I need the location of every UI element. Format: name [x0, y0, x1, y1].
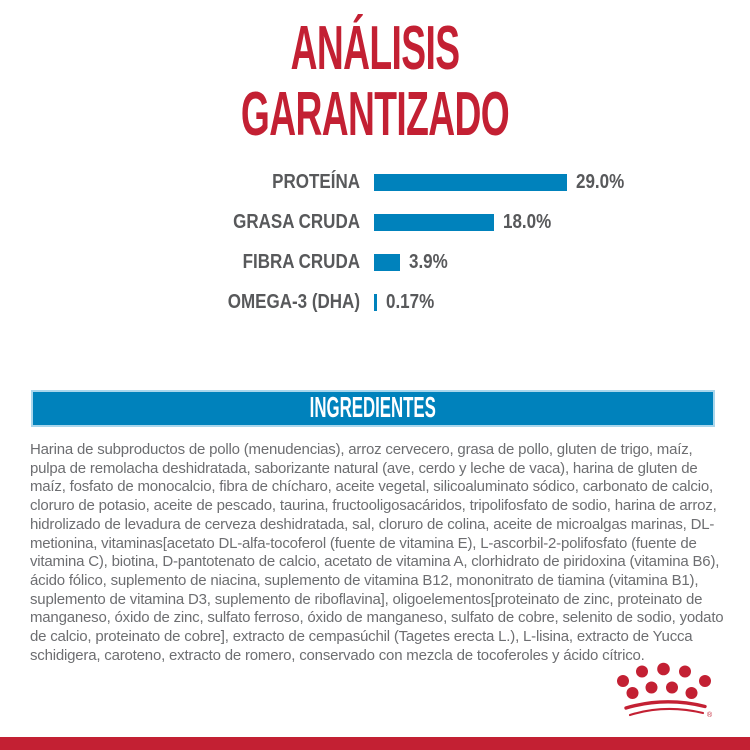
chart-label-protein: PROTEÍNA — [272, 170, 360, 193]
chart-row-protein: PROTEÍNA 29.0% — [0, 162, 750, 202]
registered-trademark-symbol: ® — [707, 711, 713, 719]
chart-bar-omega3 — [374, 293, 377, 311]
ingredients-banner: INGREDIENTES — [31, 390, 715, 427]
ingredients-text: Harina de subproductos de pollo (menuden… — [30, 441, 724, 664]
page-title-line-2: GARANTIZADO — [240, 80, 510, 149]
chart-row-fat: GRASA CRUDA 18.0% — [0, 202, 750, 242]
chart-bar-fat — [374, 213, 494, 231]
chart-value-protein: 29.0% — [576, 170, 625, 193]
chart-row-fiber: FIBRA CRUDA 3.9% — [0, 242, 750, 282]
chart-label-omega3: OMEGA-3 (DHA) — [227, 290, 360, 313]
guaranteed-analysis-bar-chart: PROTEÍNA 29.0% GRASA CRUDA 18.0% FIBRA C… — [0, 162, 750, 322]
page-title: ANÁLISIS GARANTIZADO — [0, 16, 750, 148]
ingredients-heading: INGREDIENTES — [309, 392, 437, 424]
chart-value-fat: 18.0% — [502, 210, 552, 233]
chart-label-fiber: FIBRA CRUDA — [242, 250, 360, 273]
chart-bar-protein — [374, 173, 568, 191]
page-title-line-1: ANÁLISIS — [290, 14, 460, 83]
chart-label-fat: GRASA CRUDA — [233, 210, 360, 233]
bottom-red-strip — [0, 737, 750, 750]
royal-canin-crown-icon: ® — [617, 662, 713, 719]
chart-bar-fiber — [374, 253, 400, 271]
chart-value-omega3: 0.17% — [386, 290, 435, 313]
chart-value-fiber: 3.9% — [408, 250, 448, 273]
chart-row-omega3: OMEGA-3 (DHA) 0.17% — [0, 282, 750, 322]
